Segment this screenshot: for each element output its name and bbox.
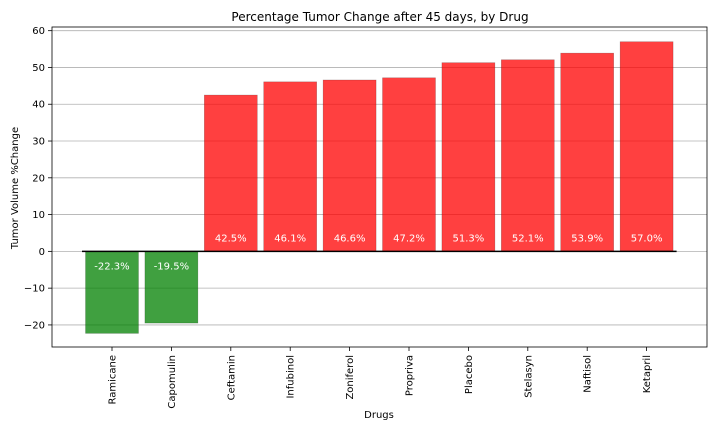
x-tick-label-ketapril: Ketapril [642,355,653,393]
x-tick-label-placebo: Placebo [464,355,475,394]
data-label-stelasyn: 52.1% [512,233,544,244]
y-tick-label: 50 [32,63,45,74]
bar-placebo [441,62,496,252]
bar-infubinol [263,81,318,252]
data-label-ceftamin: 42.5% [215,233,247,244]
bar-ketapril [619,41,674,252]
data-labels: -22.3% -19.5% 42.5% 46.1% 46.6% 47.2% 51.3% 52.… [94,233,662,272]
bar-ramicane [85,251,139,334]
bar-ceftamin [204,94,258,252]
x-tick-label-naftisol: Naftisol [583,355,594,393]
x-tick-label-ramicane: Ramicane [108,355,119,405]
data-label-naftisol: 53.9% [571,233,603,244]
y-tick-label: 10 [32,210,45,221]
y-tick-label: 60 [32,26,45,37]
bar-zoniferol [322,79,377,252]
data-label-ketapril: 57.0% [631,233,663,244]
bar-stelasyn [500,59,555,252]
plot-frame [51,26,708,348]
y-tick-label: 0 [39,247,45,258]
data-label-propriva: 47.2% [393,233,425,244]
bar-propriva [382,77,436,252]
x-axis-label: Drugs [364,410,394,421]
data-label-capomulin: -19.5% [154,261,189,272]
bar-naftisol [560,52,615,252]
y-tick-label: 40 [32,100,45,111]
y-tick-label: 20 [32,173,45,184]
y-tick-label: 30 [32,137,45,148]
x-axis-ticks: Ramicane Capomulin Ceftamin Infubinol Zonife… [108,347,653,409]
x-tick-label-stelasyn: Stelasyn [523,355,534,398]
x-tick-label-propriva: Propriva [405,355,416,396]
y-tick-label: −20 [24,320,45,331]
x-tick-label-infubinol: Infubinol [286,355,297,399]
chart-title: Percentage Tumor Change after 45 days, b… [231,10,528,24]
bar-capomulin [144,251,199,324]
data-label-zoniferol: 46.6% [334,233,366,244]
bars [85,41,674,334]
y-axis-label: Tumor Volume %Change [10,127,21,250]
y-tick-label: −10 [24,284,45,295]
x-tick-label-capomulin: Capomulin [167,355,178,409]
y-axis-ticks: −20 −10 0 10 20 30 40 50 60 [24,26,52,331]
x-tick-label-ceftamin: Ceftamin [226,355,237,400]
x-tick-label-zoniferol: Zoniferol [345,355,356,400]
data-label-infubinol: 46.1% [274,233,306,244]
data-label-ramicane: -22.3% [94,261,129,272]
data-label-placebo: 51.3% [453,233,485,244]
